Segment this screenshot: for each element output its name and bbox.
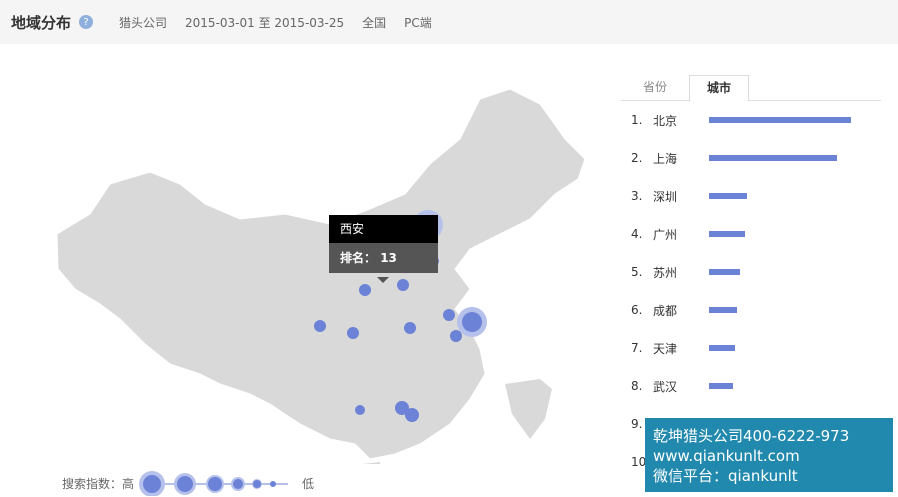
bubble-wuhan <box>404 322 416 334</box>
city-rank: 5. <box>631 265 643 279</box>
city-row: 7. 天津 <box>631 338 735 358</box>
city-row: 2. 上海 <box>631 148 837 168</box>
tab-province[interactable]: 省份 <box>642 80 667 94</box>
city-row: 3. 深圳 <box>631 186 748 206</box>
city-rank: 8. <box>631 379 643 393</box>
bubble-shenzhen <box>405 408 419 422</box>
bubble-chengdu <box>314 320 326 332</box>
city-rank: 3. <box>631 189 643 203</box>
city-name: 苏州 <box>653 265 678 280</box>
city-bar <box>709 117 851 123</box>
city-bar <box>709 345 735 351</box>
city-name: 天津 <box>653 341 678 356</box>
city-name: 成都 <box>653 303 678 318</box>
city-name: 北京 <box>653 113 678 128</box>
city-name: 广州 <box>653 227 678 242</box>
city-row: 5. 苏州 <box>631 262 741 282</box>
bubble-nanning <box>355 405 365 415</box>
bubble-zhengzhou <box>397 279 409 291</box>
legend-bubbles <box>139 471 289 496</box>
bubble-guangzhou <box>395 401 409 415</box>
city-rank: 4. <box>631 227 643 241</box>
bubble-chongqing <box>347 327 359 339</box>
china-map-shape <box>56 88 586 460</box>
city-bubbles <box>314 210 487 422</box>
bubble-nanjing <box>443 309 455 321</box>
city-rank: 10 <box>631 455 647 469</box>
region-filter[interactable]: 全国 <box>362 15 387 30</box>
page-title: 地域分布 <box>11 13 72 32</box>
city-name: 上海 <box>653 151 678 166</box>
legend-label: 搜索指数：高 <box>62 476 135 491</box>
taiwan-shape <box>505 379 552 439</box>
question-icon[interactable]: ? <box>79 15 94 29</box>
city-rank: 9. <box>631 417 643 431</box>
promo-line-1: 乾坤猎头公司400-6222-973 <box>653 427 850 445</box>
date-range[interactable]: 2015-03-01 至 2015-03-25 <box>185 15 345 30</box>
bubble-hangzhou <box>450 330 462 342</box>
city-name: 武汉 <box>653 379 678 394</box>
city-rank: 6. <box>631 303 643 317</box>
map-tooltip: 西安 排名： 13 <box>329 215 438 283</box>
map-legend: 搜索指数：高 低 <box>62 470 314 496</box>
tab-bar: 省份 城市 <box>621 75 881 102</box>
city-bar <box>709 307 738 313</box>
promo-line-3: 微信平台：qiankunlt <box>653 467 798 485</box>
platform-filter[interactable]: PC端 <box>404 15 432 30</box>
city-bar <box>709 155 837 161</box>
china-map[interactable] <box>0 44 600 464</box>
city-rank: 2. <box>631 151 643 165</box>
city-row: 1. 北京 <box>631 110 851 130</box>
promo-overlay: 乾坤猎头公司400-6222-973 www.qiankunlt.com 微信平… <box>645 418 893 492</box>
city-row: 6. 成都 <box>631 300 738 320</box>
city-row: 10 <box>631 452 709 472</box>
city-bar <box>709 193 748 199</box>
tooltip-rank: 排名： 13 <box>329 243 438 273</box>
company-filter[interactable]: 猎头公司 <box>119 15 168 30</box>
tooltip-city: 西安 <box>340 222 365 236</box>
city-row: 8. 武汉 <box>631 376 734 396</box>
city-rank: 7. <box>631 341 643 355</box>
city-rank: 1. <box>631 113 643 127</box>
legend-low: 低 <box>302 476 315 491</box>
city-name: 深圳 <box>653 189 678 204</box>
tab-city[interactable]: 城市 <box>689 75 749 102</box>
bubble-xian <box>359 284 371 296</box>
hainan-shape <box>362 462 381 464</box>
city-bar <box>709 383 734 389</box>
header: 地域分布 ? 猎头公司 2015-03-01 至 2015-03-25 全国 P… <box>0 0 898 44</box>
promo-line-2: www.qiankunlt.com <box>653 447 800 465</box>
city-row: 4. 广州 <box>631 224 745 244</box>
city-bar <box>709 269 741 275</box>
city-bar <box>709 231 745 237</box>
